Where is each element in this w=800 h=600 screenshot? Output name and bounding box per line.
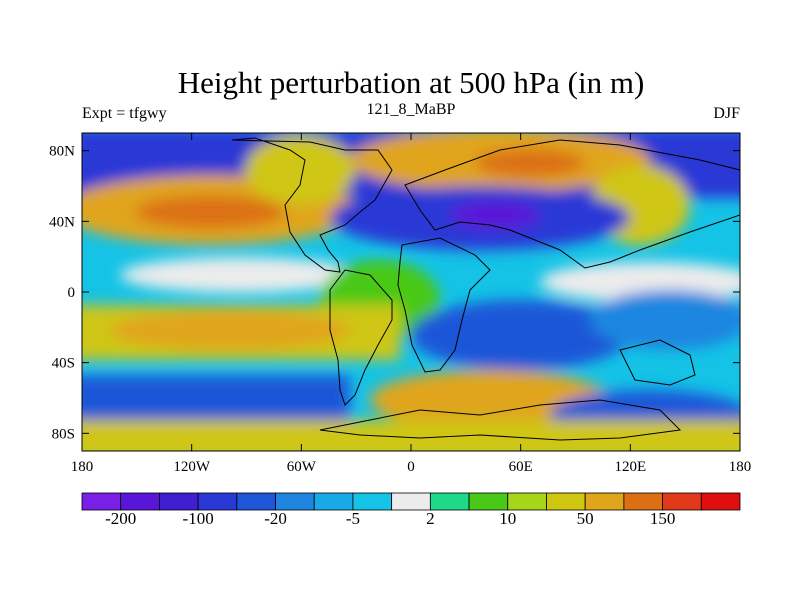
subtitle-center: 121_8_MaBP: [367, 101, 456, 118]
colorbar-box: [700, 492, 741, 511]
south-indian-negative: [410, 300, 630, 370]
x-tick-label: 120W: [173, 459, 211, 475]
colorbar-label: 10: [499, 509, 516, 528]
x-tick-label: 120E: [614, 459, 646, 475]
colorbar-box: [507, 492, 547, 511]
continent-outlines: [231, 137, 740, 441]
coastline-eurasia: [404, 139, 740, 269]
colorbar-label: 2: [426, 509, 435, 528]
colorbar-box: [313, 492, 354, 511]
colorbar-label: -200: [105, 509, 136, 528]
colorbar-box: [391, 492, 431, 511]
coastline-australia: [619, 339, 696, 386]
colorbar-label: 150: [650, 509, 676, 528]
colorbar-box: [468, 492, 509, 511]
colorbar-label: -5: [346, 509, 360, 528]
axes: 180 120W 60W 0 60E 120E 180 80N 40N 0 40S 80S: [49, 133, 751, 475]
y-tick-label: 0: [68, 285, 76, 301]
map-field: [82, 133, 740, 451]
x-tick-label: 180: [729, 459, 752, 475]
colorbar: -200 -100 -20 -5 2 10 50 150: [81, 492, 741, 528]
ridge-atlantic: [245, 135, 355, 205]
colorbar-label: 50: [577, 509, 594, 528]
south-positive-core: [110, 310, 350, 350]
coastline-antarctica: [319, 399, 682, 441]
colorbar-box: [81, 492, 122, 511]
south-pacific-negative: [590, 290, 740, 350]
subtitle-right: DJF: [713, 105, 740, 122]
x-tick-label: 60E: [509, 459, 533, 475]
colorbar-box: [159, 492, 199, 511]
x-tick-label: 180: [71, 459, 94, 475]
band-south-negative: [82, 375, 350, 420]
y-tick-label: 80N: [49, 144, 75, 160]
colorbar-label: -100: [183, 509, 214, 528]
colorbar-box: [236, 492, 276, 511]
subtitle-left: Expt = tfgwy: [82, 105, 167, 122]
ridge-north-pacific-core: [135, 196, 285, 228]
colorbar-label: -20: [264, 509, 287, 528]
field-bands: [82, 133, 740, 451]
y-tick-label: 40N: [49, 214, 75, 230]
band-south-pole: [82, 420, 740, 451]
colorbar-box: [662, 492, 702, 511]
tropics-neutral-pacific: [120, 257, 360, 293]
x-tick-label: 60W: [287, 459, 317, 475]
colorbar-box: [546, 492, 586, 511]
colorbar-box: [275, 492, 315, 511]
colorbar-box: [352, 492, 393, 511]
plot-title: Height perturbation at 500 hPa (in m): [178, 65, 645, 100]
coastline-africa: [397, 237, 491, 373]
ridge-europe-core: [475, 149, 585, 177]
y-tick-label: 40S: [52, 356, 75, 372]
coastline-north-america: [231, 137, 393, 273]
trough-eurasia-core: [450, 201, 540, 229]
colorbar-box: [197, 492, 238, 511]
coastline-south-america: [329, 269, 393, 406]
colorbar-box: [623, 492, 663, 511]
x-tick-label: 0: [407, 459, 415, 475]
colorbar-box: [584, 492, 625, 511]
y-tick-label: 80S: [52, 426, 75, 442]
colorbar-box: [429, 492, 470, 511]
colorbar-box: [120, 492, 160, 511]
